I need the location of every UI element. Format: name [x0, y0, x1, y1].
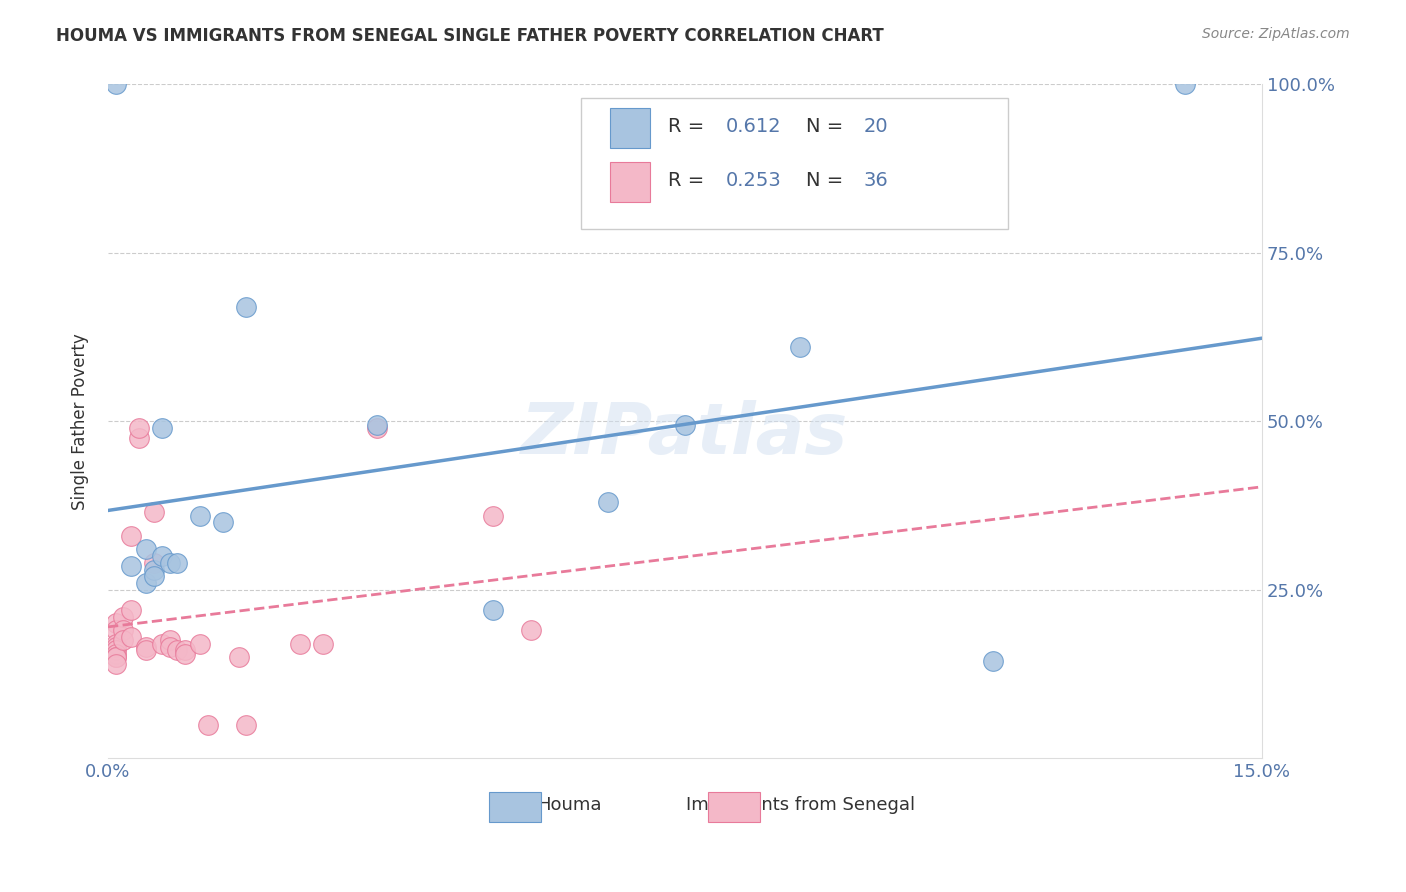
Point	[112, 624, 135, 638]
Point	[981, 654, 1004, 668]
Text: 20: 20	[863, 117, 889, 136]
Text: 0.253: 0.253	[725, 170, 782, 190]
Text: HOUMA VS IMMIGRANTS FROM SENEGAL SINGLE FATHER POVERTY CORRELATION CHART: HOUMA VS IMMIGRANTS FROM SENEGAL SINGLE …	[56, 27, 884, 45]
Text: 36: 36	[863, 170, 889, 190]
Point	[290, 637, 312, 651]
Point	[159, 640, 181, 654]
Point	[143, 556, 166, 570]
Text: ZIPatlas: ZIPatlas	[522, 401, 849, 469]
Point	[120, 529, 142, 543]
Point	[104, 650, 127, 665]
Point	[104, 640, 127, 654]
Text: R =: R =	[668, 170, 710, 190]
Y-axis label: Single Father Poverty: Single Father Poverty	[72, 333, 89, 509]
FancyBboxPatch shape	[610, 162, 651, 202]
Point	[159, 633, 181, 648]
Point	[366, 421, 388, 435]
Point	[481, 508, 503, 523]
Point	[150, 637, 173, 651]
Point	[212, 516, 235, 530]
Point	[135, 576, 157, 591]
Point	[104, 624, 127, 638]
FancyBboxPatch shape	[610, 108, 651, 148]
Point	[104, 647, 127, 661]
Point	[150, 549, 173, 563]
Point	[188, 508, 211, 523]
Point	[128, 431, 150, 445]
Point	[481, 603, 503, 617]
Point	[166, 556, 188, 570]
Text: 0.612: 0.612	[725, 117, 780, 136]
Text: Immigrants from Senegal: Immigrants from Senegal	[686, 797, 915, 814]
Point	[596, 495, 619, 509]
Point	[673, 417, 696, 432]
Point	[312, 637, 335, 651]
Point	[789, 340, 811, 354]
Point	[128, 421, 150, 435]
Point	[197, 717, 219, 731]
Point	[235, 300, 257, 314]
Point	[112, 633, 135, 648]
Text: Source: ZipAtlas.com: Source: ZipAtlas.com	[1202, 27, 1350, 41]
Point	[104, 657, 127, 671]
Point	[104, 637, 127, 651]
Point	[104, 650, 127, 665]
Text: N =: N =	[806, 170, 849, 190]
Point	[1174, 78, 1197, 92]
Point	[228, 650, 250, 665]
Point	[135, 542, 157, 557]
Text: Houma: Houma	[537, 797, 602, 814]
Point	[104, 78, 127, 92]
Point	[143, 569, 166, 583]
Point	[135, 643, 157, 657]
Point	[150, 421, 173, 435]
Point	[104, 643, 127, 657]
Point	[143, 505, 166, 519]
Point	[520, 624, 543, 638]
Point	[120, 603, 142, 617]
FancyBboxPatch shape	[709, 792, 761, 822]
Point	[120, 559, 142, 574]
Point	[159, 556, 181, 570]
Point	[143, 563, 166, 577]
FancyBboxPatch shape	[489, 792, 541, 822]
FancyBboxPatch shape	[581, 98, 1008, 229]
Point	[366, 417, 388, 432]
Text: N =: N =	[806, 117, 849, 136]
Point	[188, 637, 211, 651]
Point	[235, 717, 257, 731]
Point	[135, 640, 157, 654]
Point	[174, 643, 197, 657]
Point	[174, 647, 197, 661]
Point	[104, 616, 127, 631]
Point	[166, 643, 188, 657]
Point	[112, 609, 135, 624]
Text: R =: R =	[668, 117, 710, 136]
Point	[120, 630, 142, 644]
